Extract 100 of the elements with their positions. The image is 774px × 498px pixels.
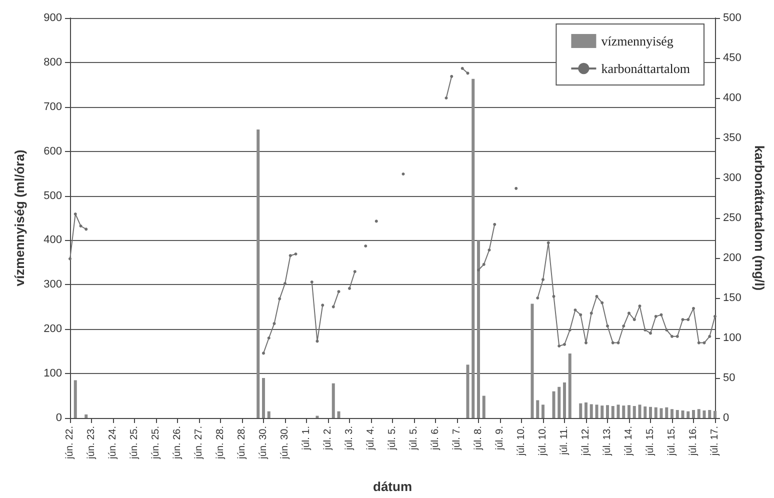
bar (584, 402, 588, 418)
bar (660, 408, 663, 418)
x-tick-label: jún. 25. (129, 426, 140, 460)
x-tick-label: júl. 13. (602, 426, 613, 456)
y-tick-label: 700 (44, 100, 62, 113)
bar (337, 411, 340, 418)
bar (256, 130, 260, 418)
bar (590, 404, 593, 418)
y-tick-label: 100 (44, 368, 62, 380)
x-tick-label: júl. 5. (408, 426, 420, 451)
x-tick-label: júl. 9. (494, 426, 506, 451)
y2-tick-label: 250 (723, 212, 742, 224)
x-tick-label: jún. 30. (280, 426, 290, 460)
x-tick-label: jún. 23. (86, 426, 97, 460)
x-tick-label: júl. 1. (301, 426, 312, 451)
x-tick-label: jún. 25. (150, 426, 162, 460)
x-tick-label: júl. 2. (322, 426, 334, 451)
bar (579, 403, 582, 418)
x-tick-label: júl. 11. (559, 426, 570, 456)
bar (568, 354, 572, 418)
bar (644, 406, 647, 418)
x-tick-label: jún. 28. (236, 426, 248, 460)
x-tick-label: júl. 15. (645, 426, 656, 456)
y2-tick-label: 500 (723, 12, 742, 24)
bar (466, 364, 470, 418)
bar (472, 78, 475, 418)
y2-tick-label: 100 (723, 332, 742, 344)
x-tick-label: júl. 6. (430, 426, 441, 451)
bar (482, 396, 486, 418)
bar (563, 382, 566, 418)
bar (84, 414, 88, 418)
x-tick-label: júl. 16. (688, 426, 699, 456)
x-tick-label: júl. 10. (538, 426, 548, 456)
x-tick-label: júl. 10. (516, 426, 527, 456)
y-axis-title: vízmennyiség (ml/óra) (12, 150, 27, 286)
bar (708, 410, 712, 418)
y2-axis-title: karbonáttartalom (mg/l) (752, 145, 767, 291)
x-tick-label: júl. 15. (666, 426, 678, 456)
y2-tick-label: 0 (723, 412, 730, 424)
bar (477, 240, 480, 418)
y-tick-label: 900 (44, 12, 62, 24)
y2-tick-label: 400 (723, 92, 742, 104)
bar (681, 410, 684, 418)
bar (638, 404, 642, 418)
bar (670, 409, 674, 418)
x-tick-label: júl. 5. (387, 426, 398, 451)
x-tick-label: jún. 26. (172, 426, 183, 460)
y-tick-label: 0 (56, 412, 62, 424)
bar (611, 406, 614, 418)
y2-tick-label: 450 (723, 52, 742, 64)
bar (600, 406, 604, 418)
x-tick-label: júl. 4. (366, 426, 376, 451)
y-tick-label: 600 (44, 145, 62, 158)
x-tick-label: júl. 14. (624, 426, 634, 456)
x-tick-label: jún. 27. (194, 426, 204, 460)
bar (558, 386, 561, 418)
legend-label: vízmennyiség (601, 34, 674, 48)
bar (530, 304, 534, 418)
legend-label: karbonáttartalom (601, 61, 690, 76)
y-tick-label: 400 (44, 234, 62, 246)
bar (616, 404, 620, 418)
bar (542, 404, 544, 418)
bar (536, 400, 540, 418)
bar (697, 409, 700, 418)
bar (628, 405, 630, 418)
bar (262, 378, 265, 418)
bar (622, 406, 626, 418)
x-tick-label: jún. 28. (215, 426, 226, 460)
y2-tick-label: 150 (723, 292, 742, 304)
y-tick-label: 200 (44, 323, 62, 336)
x-tick-label: júl. 12. (580, 426, 592, 456)
bar (692, 410, 695, 418)
y2-tick-label: 50 (723, 372, 736, 384)
x-tick-label: jún. 22. (64, 426, 76, 460)
x-tick-label: jún. 24. (108, 426, 118, 460)
bar (702, 410, 706, 418)
bar (74, 380, 77, 418)
bar (595, 404, 598, 418)
x-tick-label: júl. 7. (452, 426, 462, 451)
bar (665, 407, 668, 418)
x-axis-title: dátum (373, 479, 412, 494)
bar (676, 410, 679, 418)
x-tick-label: júl. 8. (473, 426, 484, 451)
bar (686, 411, 690, 418)
bar (632, 406, 636, 418)
y2-tick-label: 350 (723, 132, 742, 144)
bar (267, 411, 270, 418)
bar (552, 391, 556, 418)
y-tick-label: 800 (44, 56, 62, 68)
y2-tick-label: 200 (723, 252, 742, 264)
x-tick-label: júl. 3. (344, 426, 355, 451)
bar (332, 383, 335, 418)
bar (606, 405, 609, 418)
y-tick-label: 500 (44, 190, 62, 202)
bar (654, 407, 658, 418)
bar (649, 406, 652, 418)
y2-tick-label: 300 (723, 172, 742, 184)
x-tick-label: júl. 17. (710, 426, 720, 456)
x-tick-label: jún. 30. (258, 426, 269, 460)
bar (714, 410, 716, 418)
